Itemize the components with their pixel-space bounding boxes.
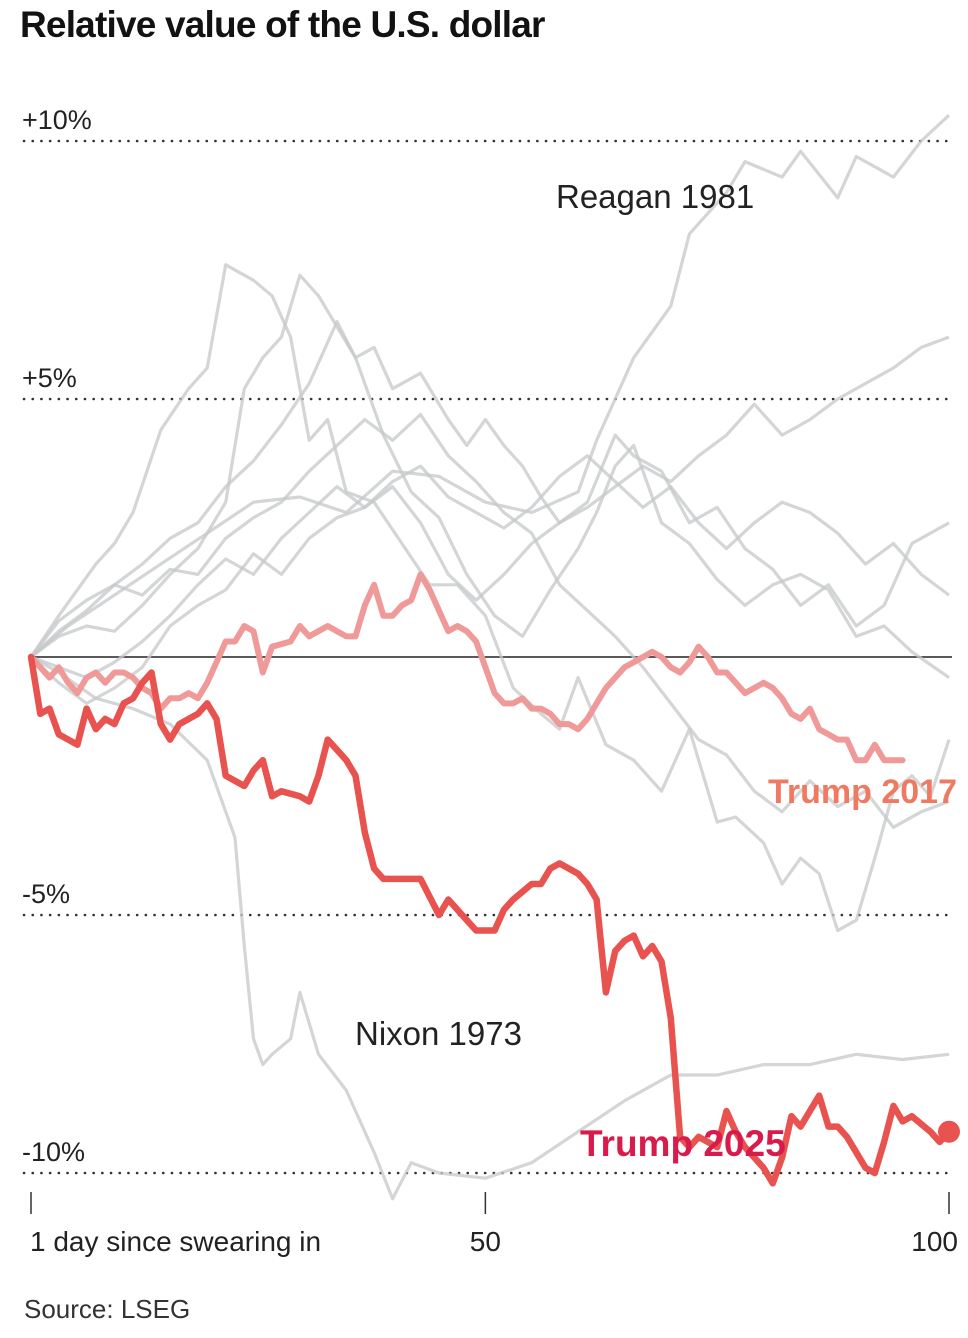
- series-label-trump-2025: Trump 2025: [580, 1123, 786, 1164]
- series-line-context-9: [30, 454, 950, 680]
- x-axis: 1 day since swearing in 50 100: [30, 1192, 958, 1257]
- source-note: Source: LSEG: [24, 1294, 191, 1324]
- highlighted-series: Trump 2017 Trump 2025: [27, 571, 960, 1187]
- series-line-trump-2025: [27, 653, 953, 1187]
- x-tick-label: 50: [470, 1226, 501, 1257]
- series-line-context-4: [29, 263, 951, 933]
- x-tick-label: 1 day since swearing in: [30, 1226, 321, 1257]
- annotation-label: Reagan 1981: [556, 178, 754, 215]
- series-line-trump-2017: [28, 571, 906, 764]
- series-line-context-2: [29, 114, 951, 659]
- series-line-context-7: [29, 335, 950, 706]
- series-line-context-6: [29, 320, 950, 659]
- y-tick-label: -5%: [22, 879, 70, 909]
- series-label-trump-2017: Trump 2017: [768, 773, 957, 811]
- context-series: [29, 114, 951, 1201]
- grid: +10% +5% -5% -10%: [22, 105, 952, 1175]
- y-tick-label: -10%: [22, 1137, 85, 1167]
- x-tick-label: 100: [911, 1226, 958, 1257]
- series-line-context-3: [30, 655, 950, 1201]
- annotation-label: Nixon 1973: [355, 1015, 522, 1052]
- y-tick-label: +10%: [22, 105, 92, 135]
- trump-2025-endpoint: [938, 1120, 960, 1143]
- series-line-context-8: [29, 412, 950, 829]
- annotations: Reagan 1981 Nixon 1973: [355, 178, 754, 1052]
- y-tick-label: +5%: [22, 363, 77, 393]
- chart-title: Relative value of the U.S. dollar: [20, 4, 545, 45]
- series-line-context-5: [30, 273, 950, 679]
